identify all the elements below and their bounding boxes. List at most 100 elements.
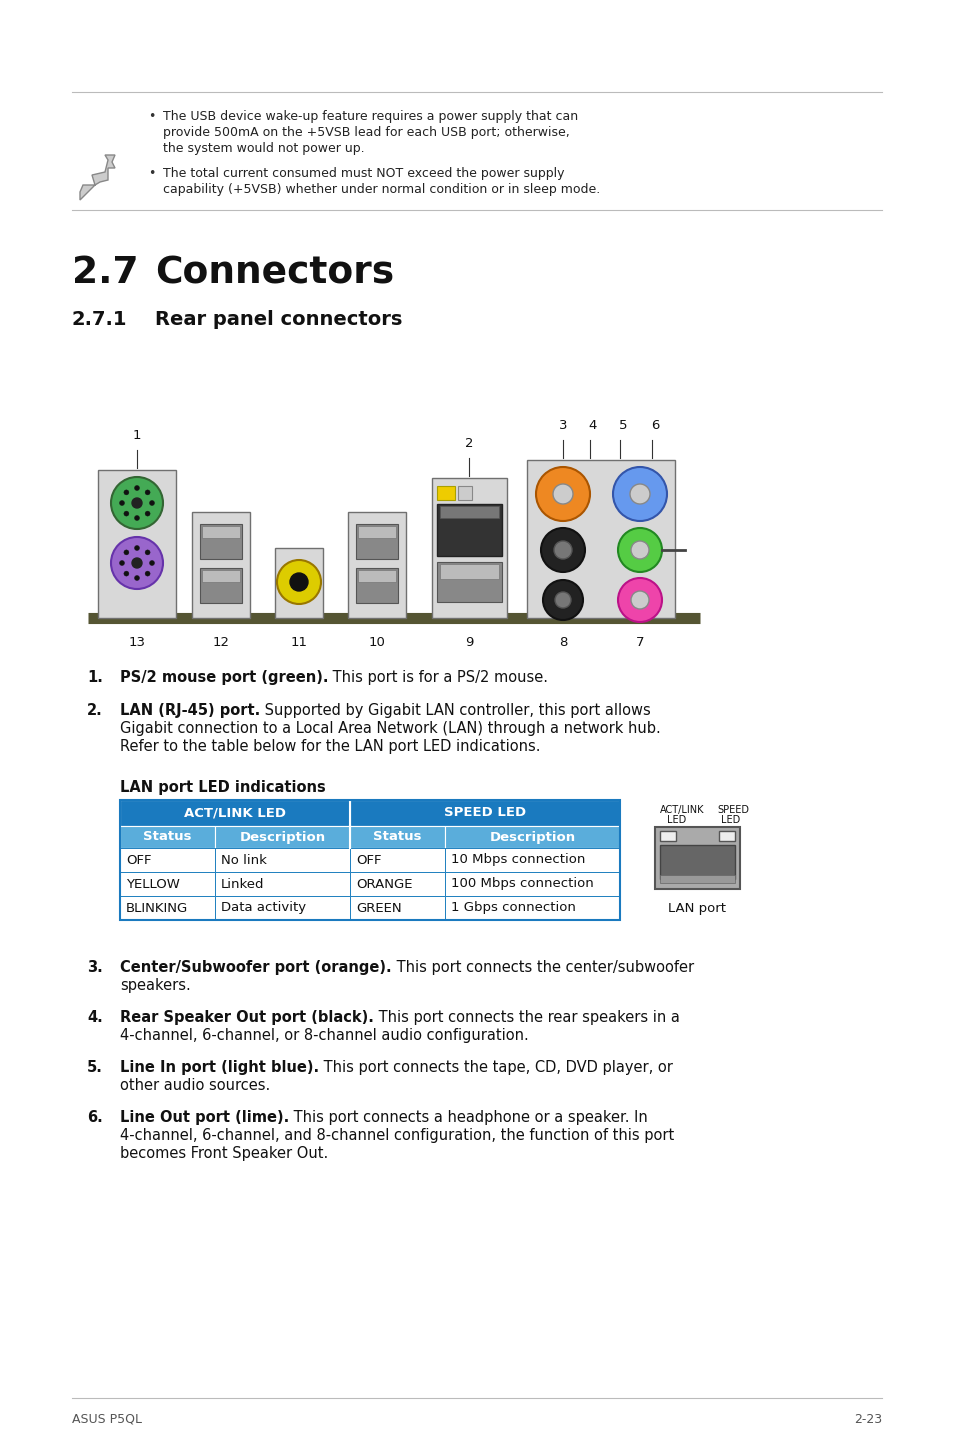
Circle shape	[150, 561, 154, 565]
Text: LED: LED	[720, 815, 740, 825]
Bar	[350, 896, 444, 920]
Text: •: •	[148, 167, 155, 180]
Bar	[444, 848, 619, 871]
Text: This port connects the rear speakers in a: This port connects the rear speakers in …	[374, 1009, 679, 1025]
Bar	[214, 848, 350, 871]
Circle shape	[553, 485, 573, 503]
Bar	[348, 512, 406, 618]
Text: This port connects a headphone or a speaker. In: This port connects a headphone or a spea…	[289, 1110, 647, 1125]
Text: 3: 3	[558, 418, 567, 431]
Text: Description: Description	[489, 831, 575, 844]
Text: LED: LED	[666, 815, 685, 825]
Circle shape	[145, 549, 150, 555]
Text: Refer to the table below for the LAN port LED indications.: Refer to the table below for the LAN por…	[120, 739, 540, 754]
Bar	[444, 896, 619, 920]
Bar	[439, 506, 498, 518]
Circle shape	[542, 580, 582, 620]
Text: 5: 5	[618, 418, 626, 431]
Bar	[350, 871, 444, 896]
Bar	[444, 825, 619, 848]
Text: ASUS P5QL: ASUS P5QL	[71, 1414, 142, 1426]
Text: PS/2 mouse port (green).: PS/2 mouse port (green).	[120, 670, 328, 684]
Text: Line In port (light blue).: Line In port (light blue).	[120, 1060, 319, 1076]
Bar	[350, 825, 444, 848]
Circle shape	[145, 510, 150, 516]
Text: Connectors: Connectors	[154, 255, 394, 290]
Circle shape	[134, 545, 139, 551]
Text: 2-23: 2-23	[853, 1414, 882, 1426]
Text: speakers.: speakers.	[120, 978, 191, 994]
Bar	[719, 831, 734, 841]
Text: ORANGE: ORANGE	[355, 877, 412, 890]
Circle shape	[111, 477, 163, 529]
Circle shape	[119, 561, 125, 565]
Circle shape	[124, 549, 129, 555]
Bar	[202, 569, 240, 582]
Text: Center/Subwoofer port (orange).: Center/Subwoofer port (orange).	[120, 961, 392, 975]
Text: other audio sources.: other audio sources.	[120, 1078, 270, 1093]
Text: YELLOW: YELLOW	[126, 877, 180, 890]
Text: SPEED: SPEED	[717, 805, 748, 815]
Text: ACT/LINK: ACT/LINK	[659, 805, 703, 815]
Text: 10 Mbps connection: 10 Mbps connection	[451, 854, 585, 867]
Text: 4-channel, 6-channel, or 8-channel audio configuration.: 4-channel, 6-channel, or 8-channel audio…	[120, 1028, 528, 1043]
Text: 11: 11	[291, 636, 307, 649]
Circle shape	[134, 575, 139, 581]
Bar	[98, 470, 175, 618]
Bar	[214, 825, 350, 848]
Text: 1: 1	[132, 429, 141, 441]
Bar	[192, 512, 250, 618]
Circle shape	[119, 500, 125, 506]
Text: This port connects the center/subwoofer: This port connects the center/subwoofer	[392, 961, 693, 975]
Text: 9: 9	[464, 636, 473, 649]
Text: Description: Description	[239, 831, 325, 844]
Circle shape	[145, 490, 150, 495]
Circle shape	[111, 536, 163, 590]
Circle shape	[124, 490, 129, 495]
Bar	[120, 825, 214, 848]
Circle shape	[618, 528, 661, 572]
Text: 5.: 5.	[87, 1060, 103, 1076]
Bar	[350, 800, 619, 825]
Text: Linked: Linked	[221, 877, 264, 890]
Circle shape	[629, 485, 649, 503]
Circle shape	[630, 541, 648, 559]
Bar	[120, 800, 350, 825]
Bar	[659, 831, 676, 841]
Bar	[120, 896, 214, 920]
Text: provide 500mA on the +5VSB lead for each USB port; otherwise,: provide 500mA on the +5VSB lead for each…	[163, 127, 569, 139]
Bar	[350, 848, 444, 871]
Bar	[357, 569, 395, 582]
Text: BLINKING: BLINKING	[126, 902, 188, 915]
Polygon shape	[80, 155, 115, 200]
Circle shape	[132, 498, 142, 508]
Circle shape	[630, 591, 648, 610]
Bar	[274, 548, 323, 618]
Text: LAN port: LAN port	[668, 902, 726, 915]
Text: becomes Front Speaker Out.: becomes Front Speaker Out.	[120, 1146, 328, 1160]
Bar	[120, 871, 214, 896]
Text: 4-channel, 6-channel, and 8-channel configuration, the function of this port: 4-channel, 6-channel, and 8-channel conf…	[120, 1127, 674, 1143]
Text: Status: Status	[373, 831, 421, 844]
Circle shape	[150, 500, 154, 506]
Text: 8: 8	[558, 636, 567, 649]
Text: 12: 12	[213, 636, 230, 649]
Circle shape	[555, 592, 571, 608]
Text: LAN (RJ-45) port.: LAN (RJ-45) port.	[120, 703, 260, 718]
Bar	[457, 486, 472, 500]
Bar	[355, 568, 397, 603]
Text: Gigabit connection to a Local Area Network (LAN) through a network hub.: Gigabit connection to a Local Area Netwo…	[120, 720, 660, 736]
Bar	[432, 477, 506, 618]
Text: The total current consumed must NOT exceed the power supply: The total current consumed must NOT exce…	[163, 167, 564, 180]
Circle shape	[536, 467, 589, 521]
Text: OFF: OFF	[355, 854, 381, 867]
Text: Status: Status	[143, 831, 192, 844]
Text: Line Out port (lime).: Line Out port (lime).	[120, 1110, 289, 1125]
Bar	[436, 562, 501, 603]
Circle shape	[290, 572, 308, 591]
Text: Supported by Gigabit LAN controller, this port allows: Supported by Gigabit LAN controller, thi…	[260, 703, 650, 718]
Bar	[120, 800, 619, 920]
Circle shape	[276, 559, 320, 604]
Text: Rear panel connectors: Rear panel connectors	[154, 311, 402, 329]
Circle shape	[124, 510, 129, 516]
